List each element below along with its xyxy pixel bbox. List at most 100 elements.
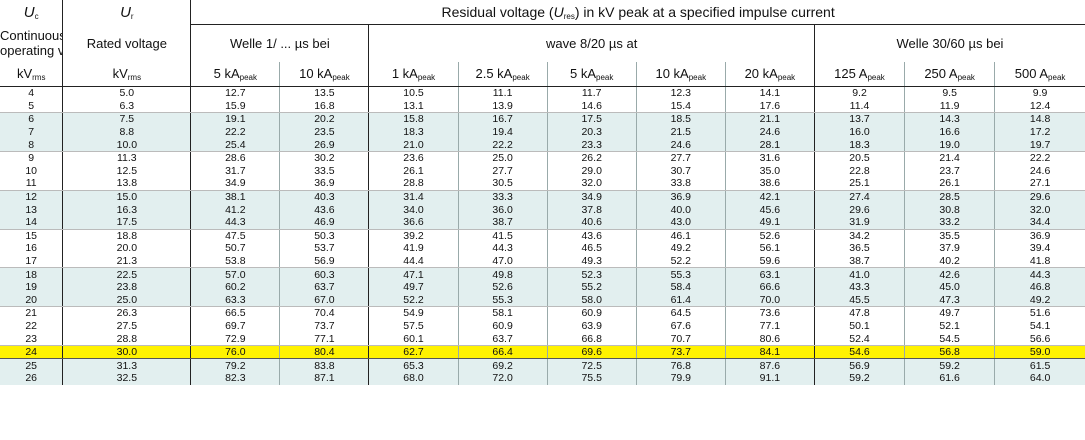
table-cell: 15.0 (62, 190, 191, 204)
table-row-highlighted: 24 30.0 76.0 80.4 62.7 66.4 69.6 73.7 84.1 54.6 56… (0, 344, 1085, 360)
table-cell: 34.0 (368, 203, 459, 216)
current-column-header: 5 kApeak (190, 62, 280, 87)
table-cell: 41.5 (457, 229, 548, 243)
table-cell: 28.8 (368, 177, 459, 191)
table-row: 7 8.8 22.2 23.5 18.3 19.4 20.3 21.5 24.6 16.0 16.6… (0, 125, 1085, 139)
table-cell: 47.1 (368, 267, 459, 281)
table-cell: 42.6 (904, 267, 995, 281)
table-cell: 17.5 (62, 215, 191, 230)
table-cell: 11.4 (813, 99, 905, 114)
table-cell: 27.5 (62, 319, 191, 333)
table-cell: 18.5 (635, 112, 726, 126)
table-cell: 16.7 (457, 112, 548, 126)
table-cell: 39.4 (994, 242, 1085, 255)
table-cell: 4 (28, 87, 35, 100)
table-cell: 67.6 (635, 319, 726, 333)
table-row: 21 26.3 66.5 70.4 54.9 58.1 60.9 64.5 73.6 47.8 49… (0, 306, 1085, 320)
table-cell: 27.1 (994, 177, 1085, 191)
current-column-header: 10 kApeak (635, 62, 726, 87)
table-cell: 13.5 (279, 86, 369, 100)
table-cell: 38.7 (457, 215, 548, 230)
table-cell: 59.2 (904, 358, 995, 373)
table-cell: 73.7 (279, 319, 369, 333)
table-cell: 25.1 (813, 177, 905, 191)
table-cell: 14.8 (994, 112, 1085, 126)
table-cell: 23.7 (904, 164, 995, 178)
ur-symbol-header: Ur (62, 0, 191, 25)
table-row: 10 12.5 31.7 33.5 26.1 27.7 29.0 30.7 35.0 22.8 23… (0, 164, 1085, 178)
table-cell: 49.2 (635, 242, 726, 255)
table-cell: 43.3 (813, 280, 905, 294)
table-cell: 65.3 (368, 358, 459, 373)
table-cell: 17 (0, 254, 63, 269)
table-cell: 28.8 (62, 332, 191, 346)
table-cell: 20 (0, 293, 63, 308)
table-cell: 31.3 (62, 358, 191, 373)
table-cell: 49.7 (368, 280, 459, 294)
table-cell: 43.6 (546, 229, 637, 243)
table-cell: 70.4 (279, 306, 369, 320)
table-cell: 55.3 (457, 293, 548, 308)
table-cell: 60.9 (457, 319, 548, 333)
table-cell: 31.9 (813, 215, 905, 230)
table-cell: 34.4 (994, 215, 1085, 230)
table-cell: 18 (0, 267, 63, 281)
table-cell: 43.0 (635, 215, 726, 230)
table-cell: 17.6 (724, 99, 815, 114)
table-cell: 45.6 (724, 203, 815, 216)
table-cell: 80.6 (724, 332, 815, 346)
table-cell: 11.3 (62, 151, 191, 165)
table-cell: 23.6 (368, 151, 459, 165)
table-cell: 7 (0, 125, 63, 139)
table-row: 19 23.8 60.2 63.7 49.7 52.6 55.2 58.4 66.6 43.3 45… (0, 280, 1085, 294)
table-cell: 67.0 (279, 293, 369, 308)
table-cell: 73.6 (724, 306, 815, 320)
group-welle-1: Welle 1/ ... µs bei (190, 24, 369, 62)
table-row: 6 7.5 19.1 20.2 15.8 16.7 17.5 18.5 21.1 13.7 14.3… (0, 112, 1085, 126)
table-cell: 14.1 (724, 86, 815, 100)
table-cell: 64.0 (994, 372, 1085, 385)
group-wave-8-20: wave 8/20 µs at (368, 24, 815, 62)
table-cell: 10.5 (368, 86, 459, 100)
table-cell: 19.4 (457, 125, 548, 139)
table-cell: 22.8 (813, 164, 905, 178)
table-cell: 12.5 (62, 164, 191, 178)
table-cell: 19 (0, 280, 63, 294)
table-cell: 49.8 (457, 267, 548, 281)
table-cell: 30.5 (457, 177, 548, 191)
table-cell: 14 (0, 215, 63, 230)
table-cell: 32.0 (546, 177, 637, 191)
table-cell: 72.0 (457, 372, 548, 385)
table-cell: 52.1 (904, 319, 995, 333)
table-body: 4 5.0 12.7 13.5 10.5 11.1 11.7 12.3 14.1 9.2 9.5 9.… (0, 86, 1085, 385)
table-cell: 10.0 (62, 138, 191, 152)
table-cell: 63.7 (279, 280, 369, 294)
table-cell: 23.3 (546, 138, 637, 152)
table-cell: 8 (0, 138, 63, 152)
table-cell: 28.5 (904, 190, 995, 204)
table-row: 14 17.5 44.3 46.9 36.6 38.7 40.6 43.0 49.1 31.9 33… (0, 215, 1085, 230)
table-cell: 25 (0, 358, 63, 373)
table-cell: 49.2 (994, 293, 1085, 308)
table-cell: 34.2 (813, 229, 905, 243)
table-cell: 70.0 (724, 293, 815, 308)
table-cell: 24.6 (994, 164, 1085, 178)
table-cell: 37.8 (546, 203, 637, 216)
table-cell: 60.1 (368, 332, 459, 346)
table-cell: 52.2 (368, 293, 459, 308)
table-cell: 24.6 (724, 125, 815, 139)
table-cell: 19.1 (190, 112, 280, 126)
table-row: 18 22.5 57.0 60.3 47.1 49.8 52.3 55.3 63.1 41.0 42… (0, 267, 1085, 281)
table-cell: 26.1 (904, 177, 995, 191)
residual-voltage-table: Uc Ur Residual voltage (Ures) in kV peak… (0, 0, 1085, 385)
table-cell: 33.2 (904, 215, 995, 230)
table-cell: 52.6 (724, 229, 815, 243)
table-cell: 72.9 (190, 332, 280, 346)
table-cell: 5.0 (62, 86, 191, 100)
table-cell: 47.8 (813, 306, 905, 320)
table-cell: 52.6 (457, 280, 548, 294)
table-cell: 54.1 (994, 319, 1085, 333)
table-cell: 15.4 (635, 99, 726, 114)
unit-kv-rms-1: kVrms (0, 62, 63, 87)
table-cell: 57.5 (368, 319, 459, 333)
